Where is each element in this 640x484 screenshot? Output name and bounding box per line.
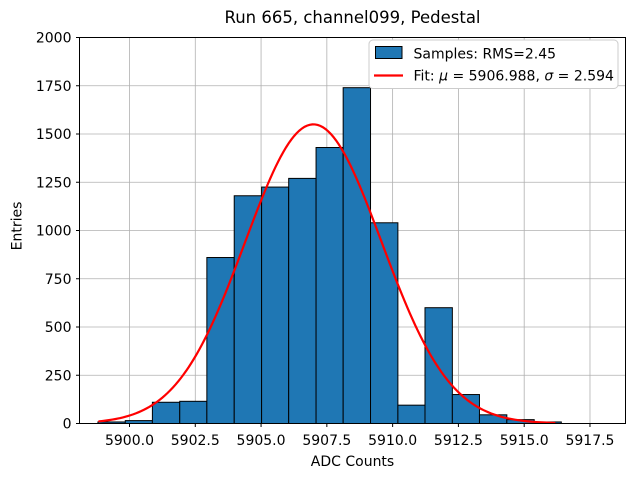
x-axis-label: ADC Counts: [311, 454, 394, 470]
histogram-bar: [424, 307, 453, 425]
chart-title: Run 665, channel099, Pedestal: [224, 8, 480, 27]
histogram-bar: [288, 177, 317, 424]
y-tick-label: 1000: [36, 224, 72, 240]
histogram-bar: [397, 404, 426, 425]
legend-box: [368, 39, 619, 89]
y-tick-label: 0: [63, 417, 72, 433]
gaussian-fit-curve: [98, 123, 556, 425]
x-tick-label: 5905.0: [237, 433, 286, 449]
histogram-bar: [342, 87, 372, 425]
histogram-bar: [261, 186, 290, 424]
y-axis-ticks: 0 250 500 750 1000 1250 1500 1750 2000: [36, 31, 80, 433]
legend-fit-label: Fit: μ = 5906.988, σ = 2.594: [414, 69, 615, 85]
x-axis-ticks: 5900.0 5902.5 5905.0 5907.5 5910.0 5912.5 5915…: [105, 423, 614, 449]
histogram-bar: [151, 401, 181, 424]
histogram-bars: [97, 87, 562, 425]
x-tick-label: 5915.0: [500, 433, 549, 449]
histogram-bar: [179, 400, 208, 424]
legend: Samples: RMS=2.45 Fit: μ = 5906.988, σ =…: [368, 39, 619, 89]
y-tick-label: 1250: [36, 175, 72, 191]
x-tick-label: 5912.5: [434, 433, 483, 449]
y-tick-label: 1500: [36, 127, 72, 143]
x-tick-label: 5907.5: [302, 433, 351, 449]
y-axis-label: Entries: [10, 202, 26, 251]
y-tick-label: 1750: [36, 79, 72, 95]
histogram-bar: [315, 147, 344, 424]
x-tick-label: 5902.5: [171, 433, 220, 449]
legend-samples-label: Samples: RMS=2.45: [414, 47, 557, 63]
y-tick-label: 750: [45, 272, 72, 288]
x-tick-label: 5910.0: [368, 433, 417, 449]
histogram-bar: [370, 222, 399, 424]
x-tick-label: 5900.0: [105, 433, 154, 449]
y-tick-label: 250: [45, 368, 72, 384]
histogram-bar: [233, 195, 263, 424]
x-tick-label: 5917.5: [565, 433, 614, 449]
legend-samples-swatch: [375, 46, 403, 59]
y-tick-label: 2000: [36, 31, 72, 47]
y-tick-label: 500: [45, 320, 72, 336]
